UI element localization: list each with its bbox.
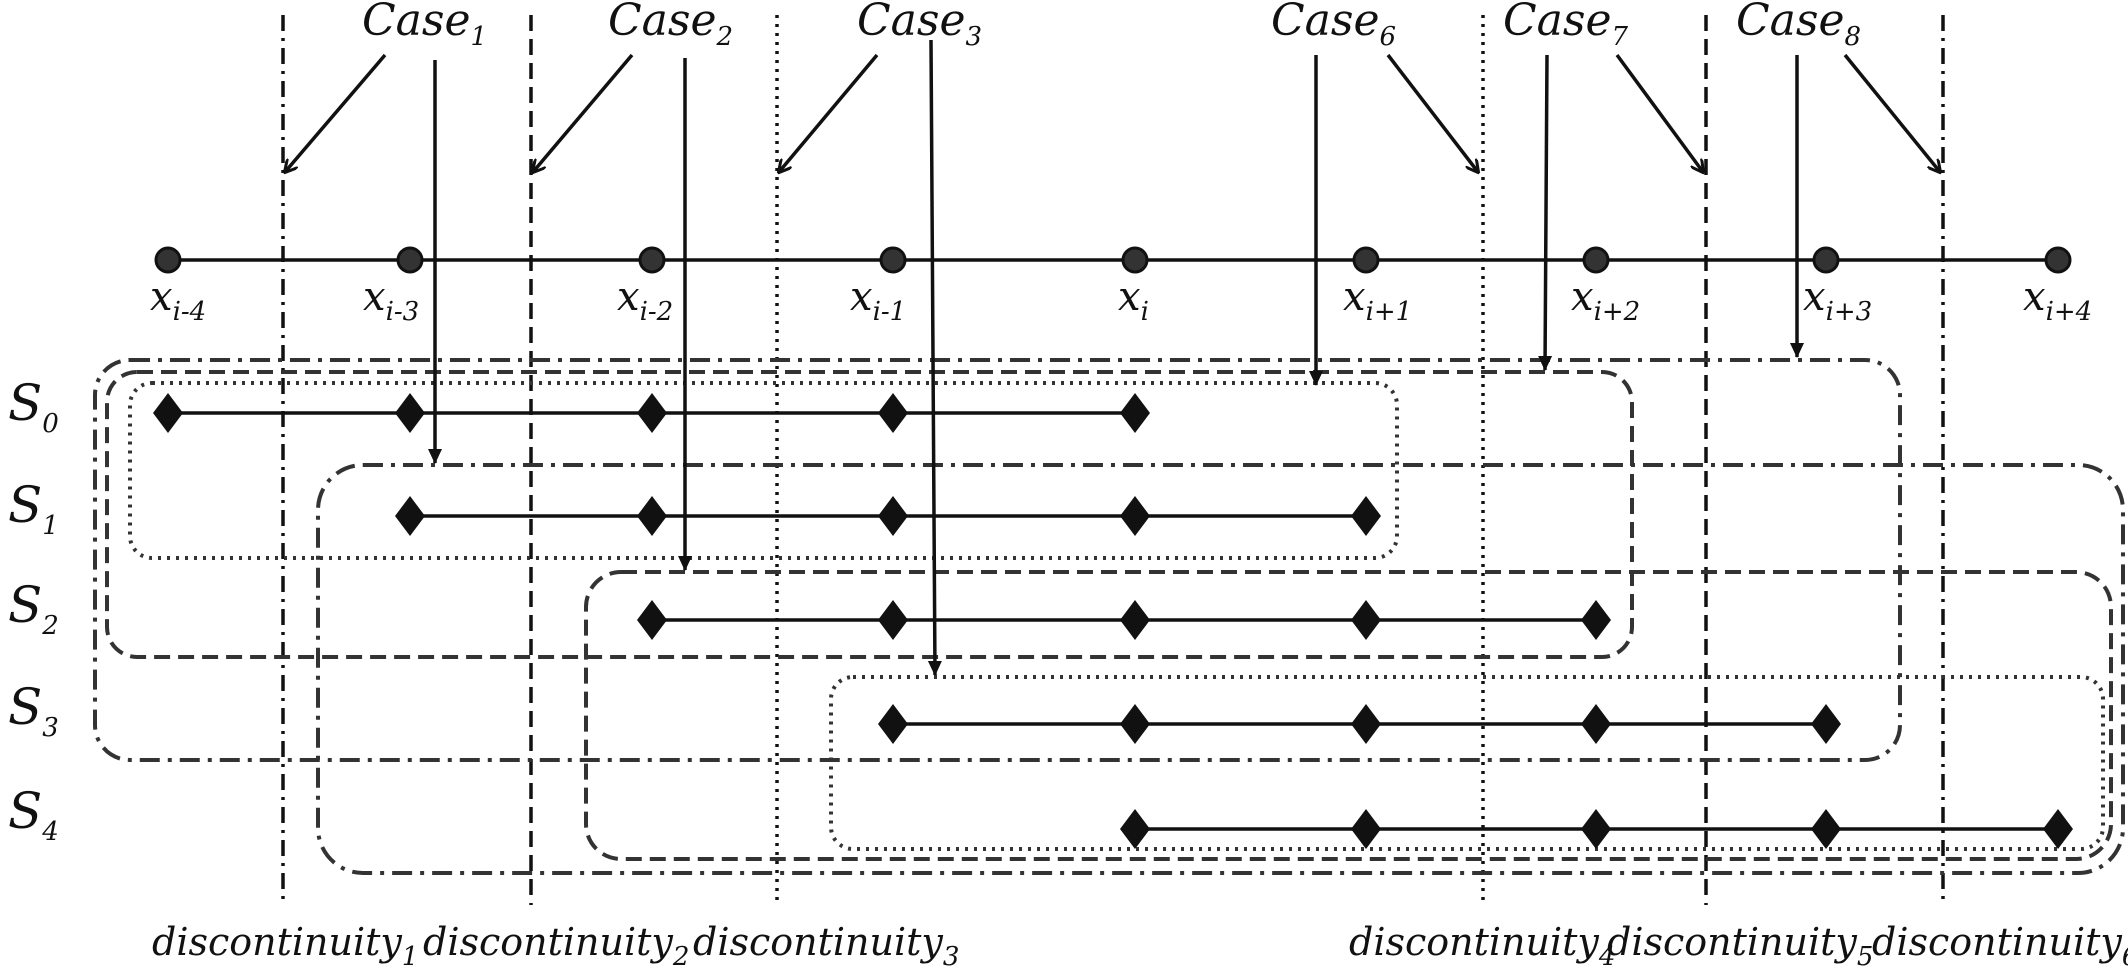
case6-label: Case6 [1271,0,1396,52]
stencil-rows [153,393,2073,849]
stencil-row-3-diamond-0 [878,704,908,744]
stencil-box-s2 [93,358,1902,762]
grid-node-1 [396,246,424,274]
stencil-row-2-diamond-0 [637,600,667,640]
node-label-i+3: xi+3 [1803,274,1872,327]
stencil-row-1-diamond-0 [395,496,425,536]
stencil-row-1-diamond-4 [1351,496,1381,536]
case7-vertical-arrow [1538,54,1553,371]
discontinuity-label-6: discontinuity6 [1872,920,2128,970]
stencil-row-1-diamond-2 [878,496,908,536]
case3-diagonal-arrow [779,53,879,172]
node-label-i: xi [1118,274,1149,327]
case2-label: Case2 [608,0,733,52]
case-labels: Case1 Case2 Case3 Case6 Case7 Case8 [362,0,1861,52]
case-arrows [285,39,1940,676]
node-label-i+2: xi+2 [1571,274,1640,327]
stencil-row-0-diamond-0 [153,393,183,433]
case7-label: Case7 [1503,0,1629,52]
stencil-box-s3 [316,463,2125,875]
stencil-label-s3: S3 [8,678,59,743]
case8-label: Case8 [1736,0,1861,52]
stencil-row-0-diamond-3 [878,393,908,433]
stencil-label-s0: S0 [8,374,59,439]
stencil-row-4-diamond-4 [2043,809,2073,849]
grid-node-dots [154,246,2072,274]
stencil-box-s0 [128,381,1399,560]
node-label-i-3: xi-3 [363,274,419,327]
stencil-box-s1 [105,370,1634,659]
stencil-row-2-diamond-3 [1351,600,1381,640]
node-label-i+1: xi+1 [1343,274,1412,327]
node-label-i+4: xi+4 [2023,274,2092,327]
stencil-row-3-diamond-2 [1351,704,1381,744]
grid-node-5 [1352,246,1380,274]
node-labels: xi-4 xi-3 xi-2 xi-1 xi xi+1 xi+2 xi+3 xi… [150,274,2092,327]
stencil-row-3-diamond-3 [1581,704,1611,744]
stencil-row-2-diamond-2 [1120,600,1150,640]
stencil-row-1-diamond-3 [1120,496,1150,536]
grid-node-6 [1582,246,1610,274]
stencil-row-0-diamond-4 [1120,393,1150,433]
stencil-row-4-diamond-1 [1351,809,1381,849]
grid-node-2 [638,246,666,274]
case1-diagonal-arrow [285,53,387,172]
grid-node-3 [879,246,907,274]
stencil-label-s1: S1 [8,476,59,541]
stencil-row-4-diamond-0 [1120,809,1150,849]
case6-diagonal-arrow [1386,53,1478,172]
case2-diagonal-arrow [533,53,634,172]
stencil-row-3-diamond-1 [1120,704,1150,744]
stencil-row-2-diamond-4 [1581,600,1611,640]
stencil-row-1-diamond-1 [637,496,667,536]
stencil-row-0-diamond-1 [395,393,425,433]
stencil-row-4-diamond-3 [1811,809,1841,849]
stencil-label-s2: S2 [8,576,59,641]
grid-node-4 [1121,246,1149,274]
node-label-i-1: xi-1 [850,274,906,327]
stencil-row-0-diamond-2 [637,393,667,433]
case3-vertical-arrow [927,39,942,676]
stencil-label-s4: S4 [8,782,59,847]
node-label-i-4: xi-4 [150,274,206,327]
node-label-i-2: xi-2 [617,274,673,327]
stencil-labels: S0 S1 S2 S3 S4 [8,374,59,847]
case7-diagonal-arrow [1615,53,1703,172]
grid-node-8 [2044,246,2072,274]
stencil-row-4-diamond-2 [1581,809,1611,849]
stencil-box-s4 [584,570,2113,861]
case3-label: Case3 [857,0,982,52]
discontinuity-labels: discontinuity1 discontinuity2 discontinu… [152,920,2128,970]
stencil-row-3-diamond-4 [1811,704,1841,744]
stencil-box-s5 [829,675,2105,851]
grid-node-7 [1812,246,1840,274]
discontinuity-label-2: discontinuity2 [423,920,689,970]
case8-diagonal-arrow [1843,53,1940,172]
stencil-row-2-diamond-1 [878,600,908,640]
discontinuity-label-4: discontinuity4 [1349,920,1615,970]
case1-label: Case1 [362,0,487,52]
discontinuity-label-3: discontinuity3 [693,920,959,970]
grid-node-0 [154,246,182,274]
discontinuity-label-1: discontinuity1 [152,920,418,970]
discontinuity-label-5: discontinuity5 [1607,920,1873,970]
